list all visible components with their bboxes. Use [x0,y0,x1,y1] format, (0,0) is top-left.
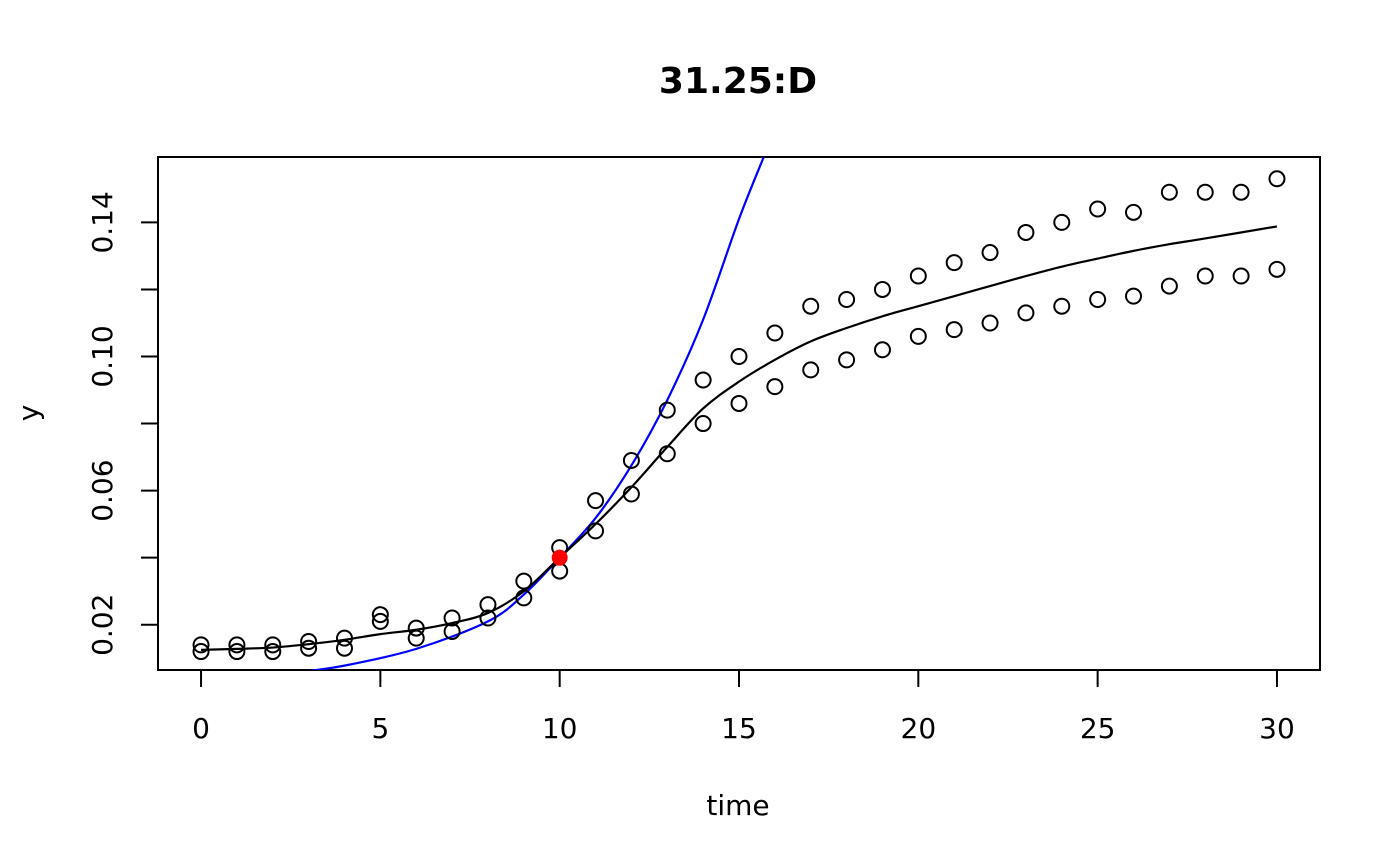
data-point [587,492,605,510]
data-point [802,361,820,379]
data-point [1160,183,1178,201]
data-point [1268,260,1286,278]
data-point [479,609,497,627]
data-point [1089,291,1107,308]
y-tick-label: 0.10 [86,325,119,387]
data-point [335,639,353,657]
data-point [909,267,927,285]
fitted-curve [201,225,1278,651]
y-tick-label: 0.06 [86,459,119,521]
data-point [873,280,891,298]
data-point [873,341,891,359]
data-point [479,596,497,614]
x-tick-label: 5 [371,712,389,745]
data-point [1089,200,1107,218]
highlight-point [551,549,568,566]
data-point [407,619,425,637]
data-point [335,629,353,647]
x-tick-label: 15 [721,712,757,745]
data-point [981,314,999,332]
data-point [1232,267,1250,285]
data-point [622,485,640,503]
data-point [1017,223,1035,241]
data-point [1053,297,1071,315]
data-point [802,297,820,315]
x-tick-label: 25 [1080,712,1116,745]
data-point [1053,213,1071,231]
x-tick-label: 30 [1259,712,1295,745]
plot-area: 0 5 10 15 20 25 30 0.02 0.06 0.10 0.14 [86,156,1321,745]
y-tick-label: 0.14 [86,191,119,253]
x-tick-label: 20 [901,712,937,745]
data-point [766,378,784,396]
data-point [1125,203,1143,221]
data-point [192,643,210,661]
data-point [1017,304,1035,322]
data-point [981,244,999,262]
data-point [694,415,712,433]
y-tick-label: 0.02 [86,594,119,656]
data-point [407,629,425,647]
data-point [1160,277,1178,295]
tangent-curve [308,157,765,670]
data-point [551,562,569,580]
data-point [622,451,640,469]
data-point [264,636,282,654]
data-point [1268,170,1286,188]
data-point [658,445,676,463]
data-point [945,254,963,272]
data-point [945,321,963,339]
data-point [1125,287,1143,305]
data-point [371,612,389,630]
data-point [838,291,856,308]
data-point [838,351,856,369]
data-point [443,609,461,627]
x-tick-label: 10 [542,712,578,745]
data-point [766,324,784,342]
data-point [515,589,533,607]
data-point [443,622,461,640]
data-point [192,636,210,654]
chart-title: 31.25:D [659,61,817,102]
data-point [371,606,389,624]
plot-frame [157,156,1321,671]
data-point [730,394,748,412]
data-point [300,639,318,657]
data-point [730,348,748,365]
data-point [515,572,533,590]
data-point [658,401,676,419]
data-point [1196,183,1214,201]
data-point [694,371,712,389]
data-point [228,636,246,654]
data-point [587,522,605,540]
data-point [909,327,927,345]
x-axis-label: time [706,789,769,822]
data-point [300,633,318,650]
data-point [228,643,246,661]
x-tick-label: 0 [192,712,210,745]
data-point [1196,267,1214,285]
y-axis-label: y [12,405,45,422]
data-point [1232,183,1250,201]
data-point [264,643,282,661]
